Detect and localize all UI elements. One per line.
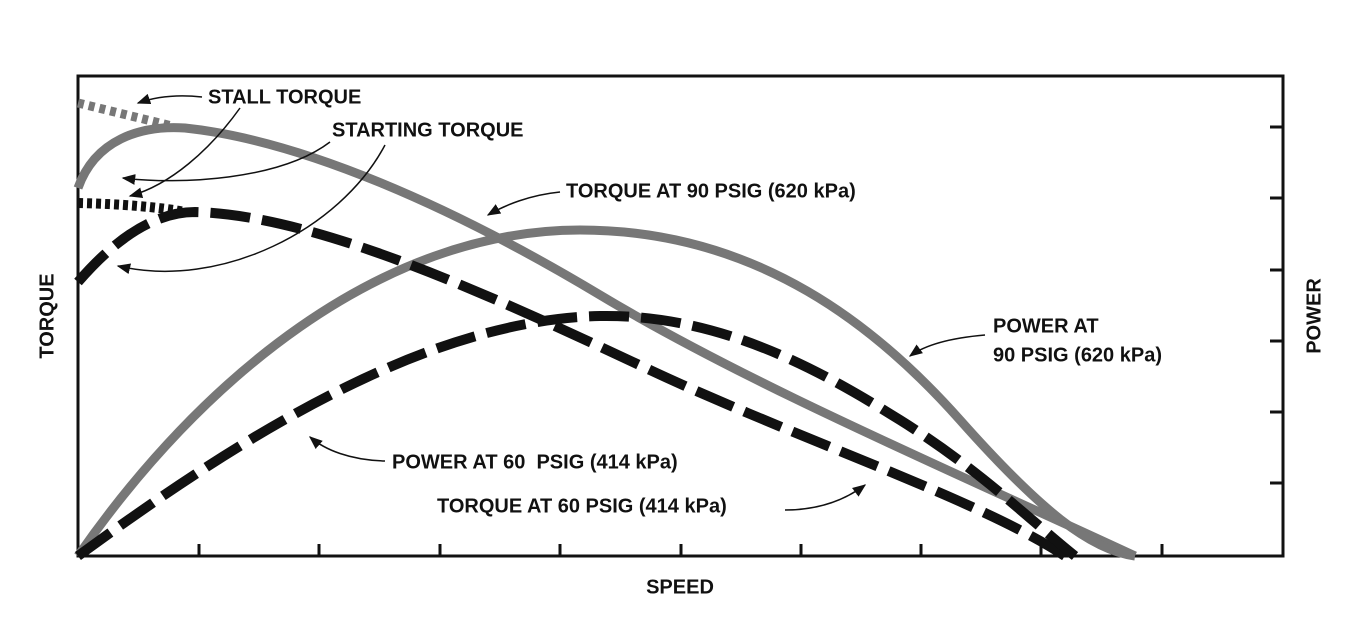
leaders: [116, 93, 986, 511]
curves: [73, 98, 1137, 561]
torque-60-curve: [74, 206, 1068, 561]
plot-frame: [76, 74, 1285, 558]
power-60-curve: [75, 310, 1079, 561]
y-axis-label: TORQUE: [36, 273, 58, 358]
ticks: [197, 125, 1283, 556]
annotation: 90 PSIG (620 kPa): [993, 344, 1162, 366]
annotation: TORQUE AT 60 PSIG (414 kPa): [437, 495, 727, 517]
annotation: TORQUE AT 90 PSIG (620 kPa): [566, 180, 856, 202]
power-90-curve: [74, 225, 1136, 561]
annotation: POWER AT 60 PSIG (414 kPa): [392, 451, 678, 473]
stall-torque-60: [77, 198, 186, 217]
x-axis-label: SPEED: [646, 576, 714, 598]
annotation: STALL TORQUE: [208, 86, 361, 108]
stall-torque-90: [76, 98, 174, 131]
torque-90-curve: [73, 123, 1137, 561]
annotation: STARTING TORQUE: [332, 119, 523, 141]
annotation: POWER AT: [993, 315, 1099, 337]
y2-axis-label: POWER: [1303, 278, 1325, 354]
